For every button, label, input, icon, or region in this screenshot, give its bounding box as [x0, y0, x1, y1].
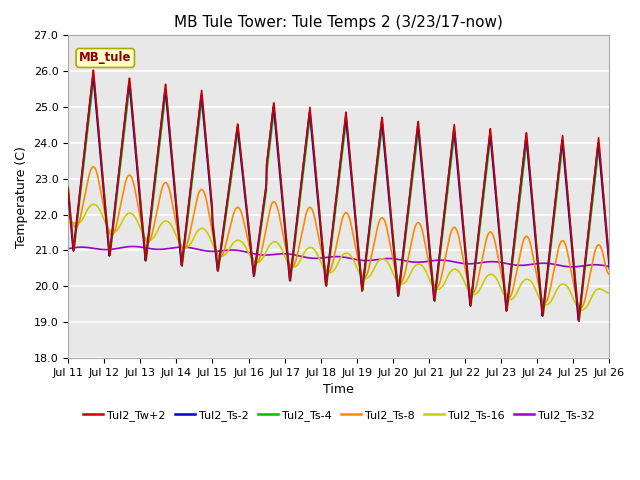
Tul2_Tw+2	[64, 185, 72, 191]
Tul2_Ts-16	[328, 269, 335, 275]
Tul2_Ts-2	[314, 192, 321, 197]
Line: Tul2_Ts-2: Tul2_Ts-2	[68, 74, 609, 320]
Tul2_Ts-8	[92, 168, 100, 173]
Line: Tul2_Ts-16: Tul2_Ts-16	[68, 204, 609, 310]
Tul2_Tw+2	[328, 236, 335, 241]
Tul2_Ts-8	[577, 305, 584, 311]
Tul2_Ts-32	[568, 264, 576, 270]
Tul2_Ts-16	[579, 307, 586, 313]
Tul2_Ts-32	[328, 254, 335, 260]
Line: Tul2_Ts-32: Tul2_Ts-32	[68, 246, 609, 267]
Tul2_Ts-4	[591, 184, 598, 190]
Y-axis label: Temperature (C): Temperature (C)	[15, 146, 28, 248]
X-axis label: Time: Time	[323, 383, 354, 396]
Tul2_Ts-16	[314, 251, 321, 257]
Tul2_Ts-32	[64, 246, 72, 252]
Tul2_Ts-32	[491, 259, 499, 264]
Tul2_Ts-2	[92, 105, 100, 110]
Tul2_Ts-4	[575, 318, 583, 324]
Tul2_Ts-8	[491, 238, 499, 243]
Tul2_Ts-4	[314, 185, 321, 191]
Tul2_Ts-32	[314, 255, 321, 261]
Tul2_Ts-16	[92, 203, 100, 208]
Tul2_Ts-8	[605, 272, 613, 277]
Tul2_Tw+2	[575, 318, 582, 324]
Tul2_Ts-8	[591, 251, 598, 257]
Tul2_Ts-32	[129, 243, 137, 249]
Tul2_Ts-16	[590, 290, 598, 296]
Tul2_Ts-4	[605, 259, 613, 265]
Tul2_Ts-2	[64, 191, 72, 197]
Line: Tul2_Tw+2: Tul2_Tw+2	[68, 70, 609, 321]
Tul2_Ts-2	[575, 317, 582, 323]
Tul2_Ts-2	[328, 234, 335, 240]
Tul2_Tw+2	[590, 178, 598, 183]
Tul2_Ts-16	[90, 202, 97, 207]
Tul2_Ts-2	[605, 266, 613, 272]
Tul2_Ts-4	[90, 75, 98, 81]
Tul2_Ts-4	[92, 99, 100, 105]
Tul2_Ts-4	[491, 175, 499, 180]
Tul2_Ts-32	[605, 264, 613, 269]
Tul2_Ts-2	[89, 72, 97, 77]
Tul2_Tw+2	[92, 97, 100, 103]
Line: Tul2_Ts-4: Tul2_Ts-4	[68, 78, 609, 321]
Tul2_Tw+2	[605, 261, 613, 266]
Tul2_Ts-32	[590, 262, 598, 268]
Tul2_Ts-4	[64, 184, 72, 190]
Tul2_Ts-16	[605, 290, 613, 296]
Text: MB_tule: MB_tule	[79, 51, 131, 64]
Tul2_Ts-4	[328, 240, 335, 246]
Tul2_Ts-8	[328, 264, 335, 270]
Tul2_Ts-4	[590, 187, 598, 192]
Legend: Tul2_Tw+2, Tul2_Ts-2, Tul2_Ts-4, Tul2_Ts-8, Tul2_Ts-16, Tul2_Ts-32: Tul2_Tw+2, Tul2_Ts-2, Tul2_Ts-4, Tul2_Ts…	[78, 406, 599, 425]
Tul2_Ts-8	[590, 252, 598, 258]
Tul2_Tw+2	[90, 67, 97, 73]
Tul2_Ts-16	[64, 220, 72, 226]
Tul2_Tw+2	[314, 185, 321, 191]
Tul2_Ts-16	[491, 273, 499, 279]
Tul2_Tw+2	[591, 175, 598, 181]
Tul2_Ts-8	[314, 228, 321, 233]
Tul2_Tw+2	[491, 173, 499, 179]
Tul2_Ts-2	[590, 178, 598, 184]
Tul2_Ts-8	[64, 214, 72, 219]
Title: MB Tule Tower: Tule Temps 2 (3/23/17-now): MB Tule Tower: Tule Temps 2 (3/23/17-now…	[174, 15, 503, 30]
Tul2_Ts-16	[591, 289, 598, 295]
Tul2_Ts-32	[92, 246, 100, 252]
Line: Tul2_Ts-8: Tul2_Ts-8	[68, 167, 609, 308]
Tul2_Ts-2	[491, 180, 499, 186]
Tul2_Ts-32	[591, 262, 598, 268]
Tul2_Ts-2	[591, 176, 598, 181]
Tul2_Ts-8	[90, 164, 97, 170]
